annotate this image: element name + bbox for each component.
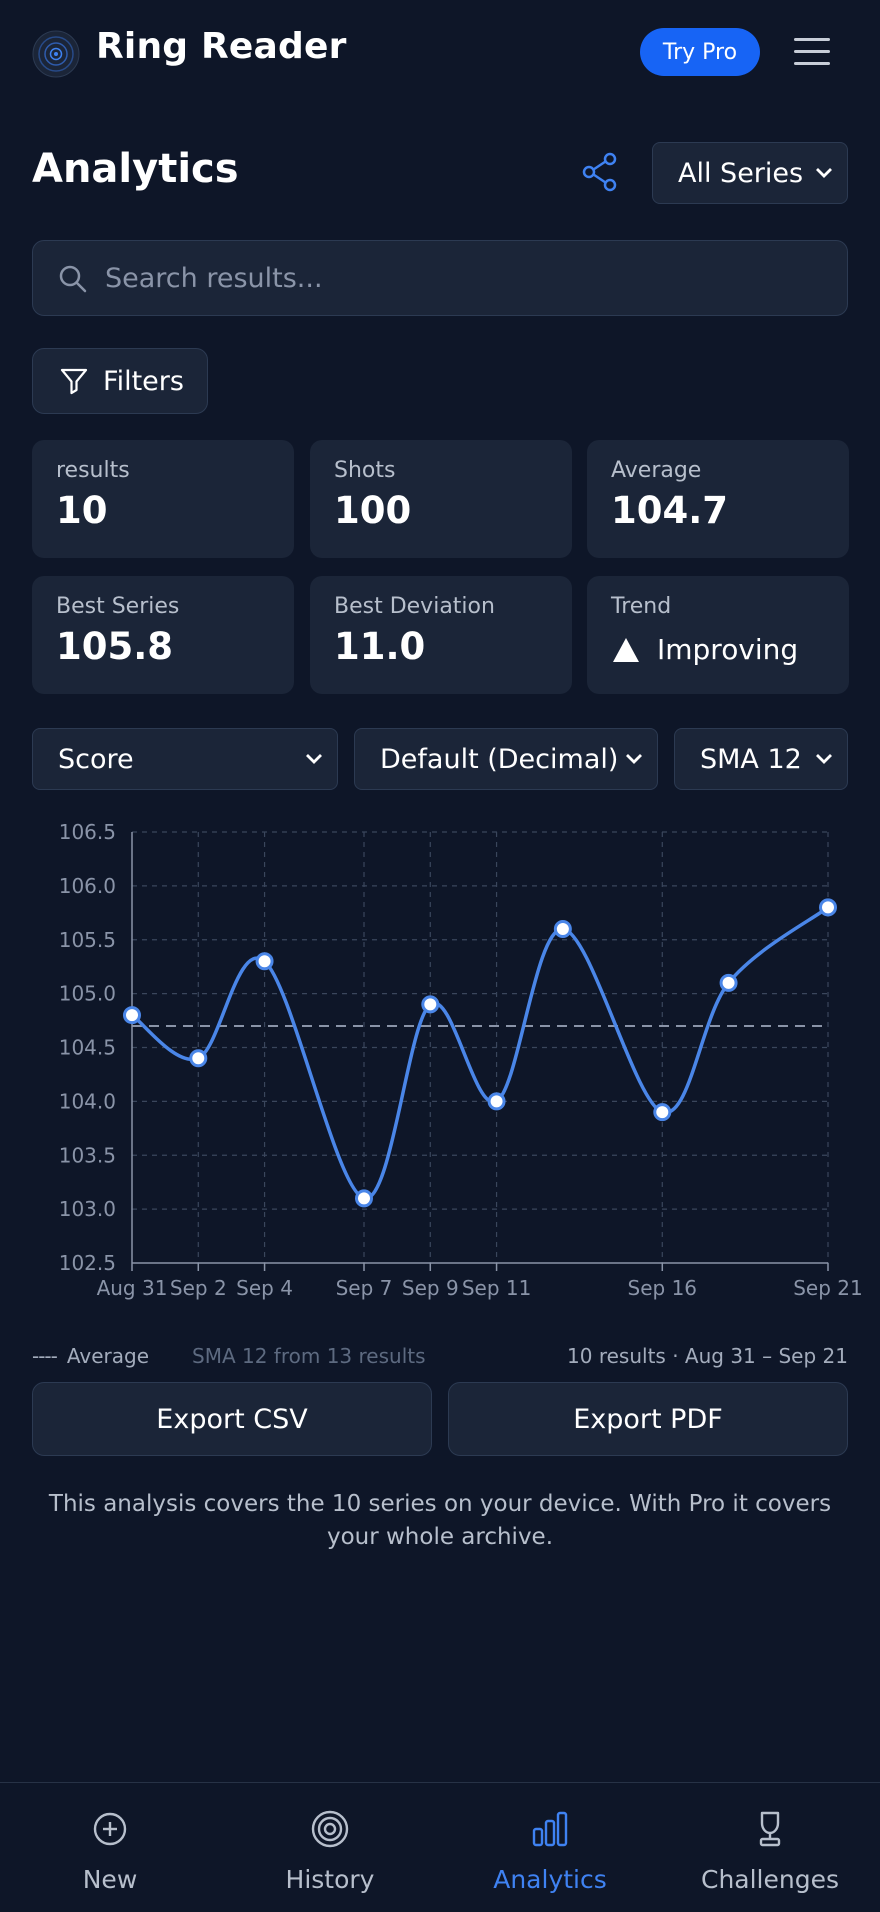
stat-label: Best Deviation <box>334 594 495 619</box>
x-tick-label: Sep 2 <box>170 1276 227 1300</box>
series-filter-select[interactable]: All Series <box>652 142 848 204</box>
x-tick-label: Aug 31 <box>97 1276 168 1300</box>
try-pro-button[interactable]: Try Pro <box>640 28 760 76</box>
data-point <box>653 1103 672 1122</box>
trophy-icon <box>759 1811 781 1847</box>
stat-value: 10 <box>56 489 108 532</box>
stat-label: results <box>56 458 130 483</box>
data-point <box>255 952 274 971</box>
stat-value: 11.0 <box>334 625 426 668</box>
x-tick-label: Sep 9 <box>402 1276 459 1300</box>
x-tick-label: Sep 21 <box>793 1276 863 1300</box>
data-point <box>189 1049 208 1068</box>
x-tick-label: Sep 7 <box>336 1276 393 1300</box>
share-button[interactable] <box>580 150 620 194</box>
chevron-down-icon <box>306 754 322 764</box>
average-legend-label: Average <box>66 1344 150 1368</box>
x-tick-label: Sep 16 <box>628 1276 698 1300</box>
stat-label: Trend <box>611 594 672 619</box>
target-logo-icon <box>32 30 80 78</box>
search-icon <box>59 265 87 293</box>
y-tick-label: 102.5 <box>59 1251 116 1275</box>
menu-button[interactable] <box>792 34 832 70</box>
chart-legend: ---- Average <box>32 1344 149 1368</box>
y-tick-label: 105.0 <box>59 982 116 1006</box>
sma-note: SMA 12 from 13 results <box>192 1344 426 1368</box>
stat-value: 104.7 <box>611 489 729 532</box>
export-csv-button[interactable]: Export CSV <box>32 1382 432 1456</box>
data-point <box>421 995 440 1014</box>
smoothing-value: SMA 12 <box>700 743 802 775</box>
export-pdf-button[interactable]: Export PDF <box>448 1382 848 1456</box>
x-tick-label: Sep 4 <box>236 1276 293 1300</box>
stat-card-best-deviation: Best Deviation 11.0 <box>310 576 572 694</box>
chevron-down-icon <box>816 168 832 178</box>
y-tick-label: 104.0 <box>59 1089 116 1113</box>
nav-item-new[interactable]: New <box>0 1783 220 1912</box>
nav-label: New <box>82 1865 138 1894</box>
nav-item-analytics[interactable]: Analytics <box>440 1783 660 1912</box>
filter-icon <box>60 368 88 395</box>
stat-value: 105.8 <box>56 625 174 668</box>
chevron-down-icon <box>816 754 832 764</box>
filters-label: Filters <box>103 365 184 397</box>
nav-label: History <box>285 1865 375 1894</box>
nav-item-challenges[interactable]: Challenges <box>660 1783 880 1912</box>
bottom-nav: New History Analytics Challenges <box>0 1782 880 1912</box>
page-title: Analytics <box>32 146 239 192</box>
data-point <box>719 973 738 992</box>
data-point <box>123 1006 141 1025</box>
metric-value: Score <box>58 743 134 775</box>
nav-item-history[interactable]: History <box>220 1783 440 1912</box>
metric-select[interactable]: Score <box>32 728 338 790</box>
y-tick-label: 105.5 <box>59 928 116 952</box>
stat-value: Improving <box>657 633 799 666</box>
stat-card-best-series: Best Series 105.8 <box>32 576 294 694</box>
stat-card-shots: Shots 100 <box>310 440 572 558</box>
y-tick-label: 106.5 <box>59 820 116 844</box>
target-icon <box>311 1810 349 1848</box>
info-text: This analysis covers the 10 series on yo… <box>48 1491 832 1550</box>
y-tick-label: 106.0 <box>59 874 116 898</box>
stat-label: Best Series <box>56 594 180 619</box>
stat-label: Shots <box>334 458 396 483</box>
data-point <box>487 1092 506 1111</box>
y-tick-label: 104.5 <box>59 1036 116 1060</box>
y-tick-label: 103.0 <box>59 1197 116 1221</box>
bar-chart-icon <box>532 1811 568 1847</box>
chart-svg: 102.5 103.0 103.5 104.0 104.5 105.0 105.5 106.0… <box>59 820 863 1300</box>
stat-card-results: results 10 <box>32 440 294 558</box>
series-filter-value: All Series <box>678 157 804 189</box>
data-point <box>553 919 572 938</box>
top-bar: Ring Reader Try Pro <box>0 0 880 104</box>
nav-label: Challenges <box>700 1865 839 1894</box>
chevron-down-icon <box>626 754 642 764</box>
menu-icon <box>794 38 830 41</box>
stat-card-trend: Trend Improving <box>587 576 849 694</box>
data-point <box>819 898 837 917</box>
scoring-value: Default (Decimal) <box>380 743 619 775</box>
score-line-chart: 102.5 103.0 103.5 104.0 104.5 105.0 105.5 106.0… <box>0 800 880 1320</box>
stat-label: Average <box>611 458 702 483</box>
range-note: 10 results · Aug 31 – Sep 21 <box>567 1344 848 1368</box>
scoring-select[interactable]: Default (Decimal) <box>354 728 658 790</box>
search-bar <box>32 240 848 316</box>
y-tick-label: 103.5 <box>59 1143 116 1167</box>
stat-card-average: Average 104.7 <box>587 440 849 558</box>
share-icon <box>582 152 617 192</box>
plus-circle-icon <box>93 1812 127 1846</box>
x-tick-label: Sep 11 <box>462 1276 532 1300</box>
smoothing-select[interactable]: SMA 12 <box>674 728 848 790</box>
app-title: Ring Reader <box>96 26 347 67</box>
nav-label: Analytics <box>493 1865 607 1894</box>
filters-button[interactable]: Filters <box>32 348 208 414</box>
stat-value: 100 <box>334 489 412 532</box>
score-series-line <box>130 906 830 1201</box>
trend-up-icon <box>613 637 639 662</box>
search-input[interactable] <box>105 241 825 315</box>
average-legend-line: ---- <box>32 1344 58 1368</box>
data-point <box>355 1189 373 1208</box>
